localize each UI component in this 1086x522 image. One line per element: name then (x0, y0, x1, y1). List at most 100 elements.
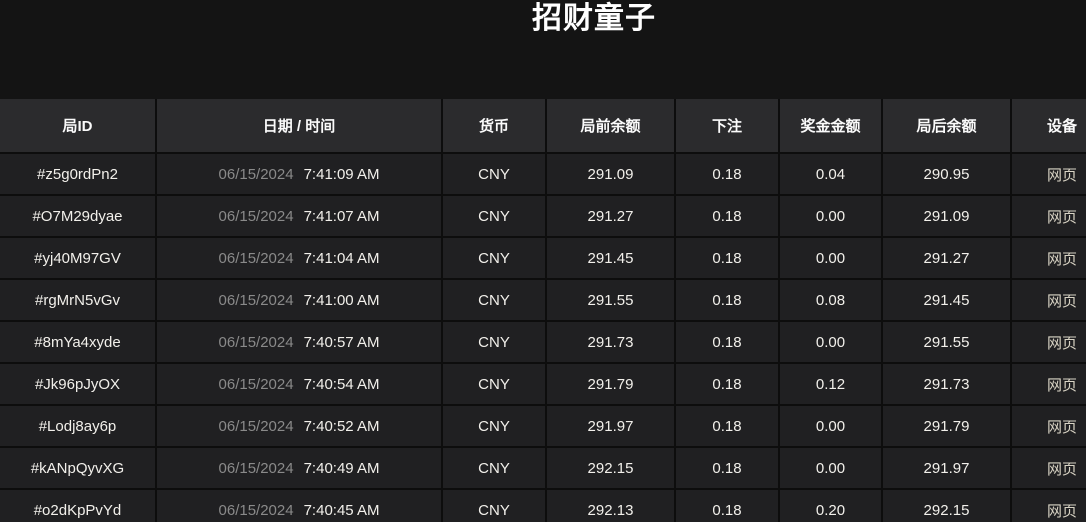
time-text: 7:40:52 AM (303, 417, 380, 435)
currency-cell: CNY (443, 154, 547, 194)
device-cell: 网页 (1046, 418, 1077, 436)
prize-cell: 0.08 (780, 280, 883, 320)
table-row: #Lodj8ay6p 06/15/2024 7:40:52 AM CNY 291… (0, 404, 1086, 446)
table-row: #rgMrN5vGv 06/15/2024 7:41:00 AM CNY 291… (0, 278, 1086, 320)
balance-before-cell: 291.45 (547, 238, 676, 278)
prize-cell: 0.00 (780, 196, 883, 236)
date-text: 06/15/2024 (218, 459, 294, 477)
date-text: 06/15/2024 (218, 375, 294, 393)
game-history-table: 局ID 日期 / 时间 货币 局前余额 下注 奖金金额 局后余额 设备 #z5g… (0, 99, 1086, 522)
bet-cell: 0.18 (676, 280, 780, 320)
bet-cell: 0.18 (676, 448, 780, 488)
currency-cell: CNY (443, 364, 547, 404)
currency-cell: CNY (443, 490, 547, 522)
table-row: #O7M29dyae 06/15/2024 7:41:07 AM CNY 291… (0, 194, 1086, 236)
header-datetime: 日期 / 时间 (157, 99, 443, 152)
device-cell: 网页 (1046, 208, 1077, 226)
header-bet: 下注 (676, 99, 780, 152)
prize-cell: 0.00 (780, 322, 883, 362)
table-body: #z5g0rdPn2 06/15/2024 7:41:09 AM CNY 291… (0, 152, 1086, 522)
balance-before-cell: 292.13 (547, 490, 676, 522)
header-currency: 货币 (443, 99, 547, 152)
time-text: 7:41:07 AM (303, 207, 380, 225)
time-text: 7:40:57 AM (303, 333, 380, 351)
date-text: 06/15/2024 (218, 165, 294, 183)
bet-cell: 0.18 (676, 406, 780, 446)
datetime-cell: 06/15/2024 7:41:07 AM (157, 196, 443, 236)
prize-cell: 0.12 (780, 364, 883, 404)
balance-before-cell: 292.15 (547, 448, 676, 488)
balance-before-cell: 291.55 (547, 280, 676, 320)
balance-before-cell: 291.73 (547, 322, 676, 362)
round-id-cell: #8mYa4xyde (0, 322, 157, 362)
round-id-cell: #z5g0rdPn2 (0, 154, 157, 194)
device-cell: 网页 (1046, 460, 1077, 478)
round-id-cell: #Lodj8ay6p (0, 406, 157, 446)
round-id-cell: #rgMrN5vGv (0, 280, 157, 320)
time-text: 7:41:04 AM (303, 249, 380, 267)
balance-after-cell: 291.09 (883, 196, 1012, 236)
prize-cell: 0.00 (780, 448, 883, 488)
time-text: 7:41:00 AM (303, 291, 380, 309)
balance-before-cell: 291.97 (547, 406, 676, 446)
date-text: 06/15/2024 (218, 249, 294, 267)
date-text: 06/15/2024 (218, 501, 294, 519)
bet-cell: 0.18 (676, 322, 780, 362)
bet-cell: 0.18 (676, 364, 780, 404)
device-cell: 网页 (1046, 250, 1077, 268)
bet-cell: 0.18 (676, 490, 780, 522)
table-header: 局ID 日期 / 时间 货币 局前余额 下注 奖金金额 局后余额 设备 (0, 99, 1086, 152)
balance-before-cell: 291.27 (547, 196, 676, 236)
balance-before-cell: 291.79 (547, 364, 676, 404)
datetime-cell: 06/15/2024 7:40:54 AM (157, 364, 443, 404)
page-title: 招财童子 (532, 2, 656, 35)
date-text: 06/15/2024 (218, 417, 294, 435)
header-balance-before: 局前余额 (547, 99, 676, 152)
balance-before-cell: 291.09 (547, 154, 676, 194)
table-row: #Jk96pJyOX 06/15/2024 7:40:54 AM CNY 291… (0, 362, 1086, 404)
balance-after-cell: 291.97 (883, 448, 1012, 488)
device-cell: 网页 (1046, 166, 1077, 184)
currency-cell: CNY (443, 238, 547, 278)
date-text: 06/15/2024 (218, 291, 294, 309)
prize-cell: 0.00 (780, 406, 883, 446)
time-text: 7:40:54 AM (303, 375, 380, 393)
time-text: 7:40:45 AM (303, 501, 380, 519)
prize-cell: 0.20 (780, 490, 883, 522)
balance-after-cell: 291.73 (883, 364, 1012, 404)
table-row: #8mYa4xyde 06/15/2024 7:40:57 AM CNY 291… (0, 320, 1086, 362)
datetime-cell: 06/15/2024 7:40:49 AM (157, 448, 443, 488)
round-id-cell: #kANpQyvXG (0, 448, 157, 488)
currency-cell: CNY (443, 448, 547, 488)
currency-cell: CNY (443, 196, 547, 236)
header-row: 局ID 日期 / 时间 货币 局前余额 下注 奖金金额 局后余额 设备 (0, 99, 1086, 152)
header-device: 设备 (1046, 118, 1077, 135)
time-text: 7:40:49 AM (303, 459, 380, 477)
currency-cell: CNY (443, 280, 547, 320)
balance-after-cell: 291.45 (883, 280, 1012, 320)
table-row: #yj40M97GV 06/15/2024 7:41:04 AM CNY 291… (0, 236, 1086, 278)
datetime-cell: 06/15/2024 7:41:09 AM (157, 154, 443, 194)
header-balance-after: 局后余额 (883, 99, 1012, 152)
table-row: #o2dKpPvYd 06/15/2024 7:40:45 AM CNY 292… (0, 488, 1086, 522)
header-prize: 奖金金额 (780, 99, 883, 152)
round-id-cell: #Jk96pJyOX (0, 364, 157, 404)
table-row: #z5g0rdPn2 06/15/2024 7:41:09 AM CNY 291… (0, 152, 1086, 194)
round-id-cell: #O7M29dyae (0, 196, 157, 236)
bet-cell: 0.18 (676, 154, 780, 194)
datetime-cell: 06/15/2024 7:40:57 AM (157, 322, 443, 362)
device-cell: 网页 (1046, 334, 1077, 352)
bet-cell: 0.18 (676, 238, 780, 278)
table-row: #kANpQyvXG 06/15/2024 7:40:49 AM CNY 292… (0, 446, 1086, 488)
round-id-cell: #o2dKpPvYd (0, 490, 157, 522)
datetime-cell: 06/15/2024 7:41:00 AM (157, 280, 443, 320)
device-cell: 网页 (1046, 292, 1077, 310)
balance-after-cell: 291.79 (883, 406, 1012, 446)
balance-after-cell: 291.55 (883, 322, 1012, 362)
prize-cell: 0.00 (780, 238, 883, 278)
round-id-cell: #yj40M97GV (0, 238, 157, 278)
balance-after-cell: 290.95 (883, 154, 1012, 194)
currency-cell: CNY (443, 406, 547, 446)
device-cell: 网页 (1046, 376, 1077, 394)
header-round-id: 局ID (0, 99, 157, 152)
